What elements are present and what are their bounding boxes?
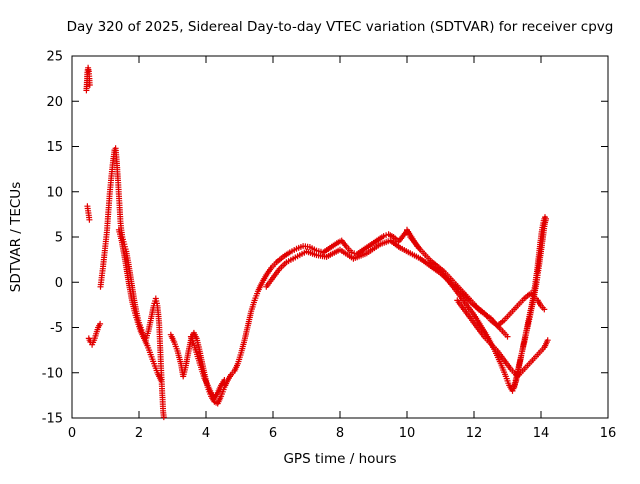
tick-labels: 0 2 4 6 8 10 12 14 16 -15 -10 -5 0 5 10 15 20 25	[42, 50, 617, 442]
svg-text:5: 5	[55, 231, 63, 246]
y-axis-label: SDTVAR / TECUs	[8, 182, 24, 292]
svg-text:15: 15	[46, 140, 63, 155]
svg-text:0: 0	[55, 276, 63, 291]
svg-text:12: 12	[466, 426, 483, 441]
data-points	[83, 64, 551, 421]
svg-text:-10: -10	[42, 366, 63, 381]
svg-text:10: 10	[399, 426, 416, 441]
svg-text:14: 14	[533, 426, 550, 441]
svg-text:16: 16	[600, 426, 617, 441]
svg-text:0: 0	[68, 426, 76, 441]
plot-frame	[71, 55, 609, 419]
svg-text:-15: -15	[42, 412, 63, 427]
svg-text:6: 6	[269, 426, 277, 441]
x-axis-label: GPS time / hours	[283, 451, 396, 467]
svg-text:20: 20	[46, 95, 63, 110]
svg-text:8: 8	[336, 426, 344, 441]
svg-text:25: 25	[46, 50, 63, 65]
svg-text:4: 4	[202, 426, 210, 441]
chart-title: Day 320 of 2025, Sidereal Day-to-day VTE…	[67, 19, 614, 35]
svg-text:10: 10	[46, 185, 63, 200]
svg-text:-5: -5	[50, 321, 63, 336]
svg-text:2: 2	[135, 426, 143, 441]
